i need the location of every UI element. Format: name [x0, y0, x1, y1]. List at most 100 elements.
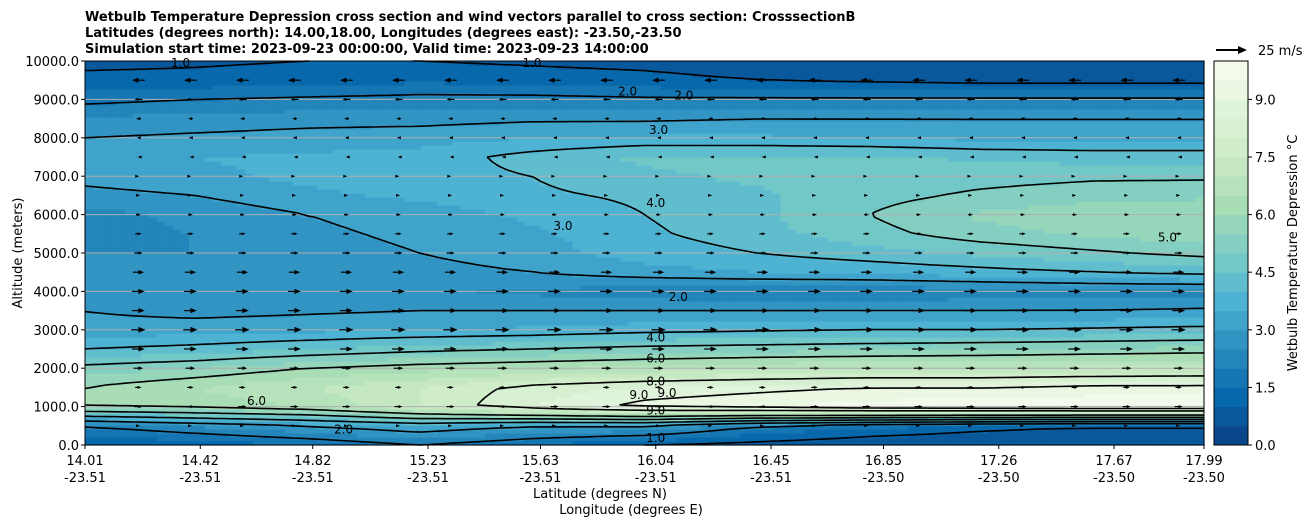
- field-cell: [196, 361, 206, 366]
- field-cell: [956, 437, 965, 442]
- field-cell: [180, 437, 190, 442]
- field-cell: [1140, 341, 1149, 346]
- field-cell: [156, 405, 166, 410]
- field-cell: [1060, 365, 1069, 370]
- field-cell: [660, 313, 670, 318]
- field-cell: [148, 401, 158, 406]
- field-cell: [540, 377, 550, 382]
- field-cell: [404, 397, 414, 402]
- field-cell: [1052, 317, 1061, 322]
- field-cell: [244, 401, 254, 406]
- field-cell: [460, 409, 470, 414]
- field-cell: [1028, 333, 1037, 338]
- field-cell: [572, 333, 582, 338]
- field-cell: [908, 317, 917, 322]
- field-cell: [908, 421, 917, 426]
- field-cell: [212, 337, 222, 342]
- field-cell: [612, 389, 622, 394]
- field-cell: [932, 305, 941, 310]
- field-cell: [1124, 321, 1133, 326]
- field-cell: [1084, 325, 1093, 330]
- field-cell: [676, 437, 686, 442]
- field-cell: [828, 389, 837, 394]
- field-cell: [1044, 325, 1053, 330]
- field-cell: [660, 389, 670, 394]
- field-cell: [340, 357, 350, 362]
- field-cell: [244, 421, 254, 426]
- field-cell: [156, 417, 166, 422]
- field-cell: [380, 405, 390, 410]
- field-cell: [916, 437, 925, 442]
- field-cell: [1196, 389, 1205, 394]
- field-cell: [980, 437, 989, 442]
- field-cell: [308, 305, 318, 310]
- field-cell: [980, 329, 989, 334]
- field-cell: [1148, 361, 1157, 366]
- field-cell: [556, 385, 566, 390]
- field-cell: [388, 425, 398, 430]
- field-cell: [540, 341, 550, 346]
- field-cell: [1044, 401, 1053, 406]
- field-cell: [668, 337, 678, 342]
- field-cell: [468, 365, 478, 370]
- field-cell: [508, 301, 518, 306]
- field-cell: [292, 393, 302, 398]
- field-cell: [956, 373, 965, 378]
- field-cell: [188, 397, 198, 402]
- field-cell: [1172, 393, 1181, 398]
- field-cell: [196, 329, 206, 334]
- field-cell: [396, 433, 406, 438]
- field-cell: [684, 349, 694, 354]
- field-cell: [1084, 401, 1093, 406]
- field-cell: [700, 349, 710, 354]
- field-cell: [460, 341, 470, 346]
- field-cell: [756, 301, 765, 306]
- field-cell: [316, 421, 326, 426]
- field-cell: [596, 441, 606, 446]
- field-cell: [1116, 433, 1125, 438]
- field-cell: [1028, 389, 1037, 394]
- field-cell: [932, 321, 941, 326]
- field-cell: [828, 349, 837, 354]
- field-cell: [460, 405, 470, 410]
- field-cell: [772, 429, 781, 434]
- field-cell: [644, 365, 654, 370]
- field-cell: [868, 393, 877, 398]
- field-cell: [836, 441, 845, 446]
- field-cell: [724, 301, 734, 306]
- field-cell: [1140, 349, 1149, 354]
- field-cell: [852, 421, 861, 426]
- field-cell: [388, 417, 398, 422]
- field-cell: [308, 389, 318, 394]
- field-cell: [660, 429, 670, 434]
- field-cell: [860, 397, 869, 402]
- field-cell: [1108, 397, 1117, 402]
- field-cell: [700, 377, 710, 382]
- field-cell: [804, 325, 813, 330]
- field-cell: [972, 309, 981, 314]
- field-cell: [892, 365, 901, 370]
- field-cell: [260, 333, 270, 338]
- field-cell: [132, 329, 142, 334]
- field-cell: [196, 413, 206, 418]
- field-cell: [1116, 429, 1125, 434]
- field-cell: [980, 349, 989, 354]
- field-cell: [108, 357, 118, 362]
- field-cell: [236, 365, 246, 370]
- field-cell: [260, 413, 270, 418]
- field-cell: [276, 357, 286, 362]
- field-cell: [396, 397, 406, 402]
- field-cell: [820, 313, 829, 318]
- field-cell: [388, 337, 398, 342]
- field-cell: [548, 301, 558, 306]
- field-cell: [404, 385, 414, 390]
- field-cell: [348, 313, 358, 318]
- field-cell: [412, 305, 422, 310]
- field-cell: [324, 397, 334, 402]
- field-cell: [580, 353, 590, 358]
- field-cell: [1084, 377, 1093, 382]
- field-cell: [812, 333, 821, 338]
- field-cell: [516, 325, 526, 330]
- field-cell: [844, 361, 853, 366]
- field-cell: [236, 361, 246, 366]
